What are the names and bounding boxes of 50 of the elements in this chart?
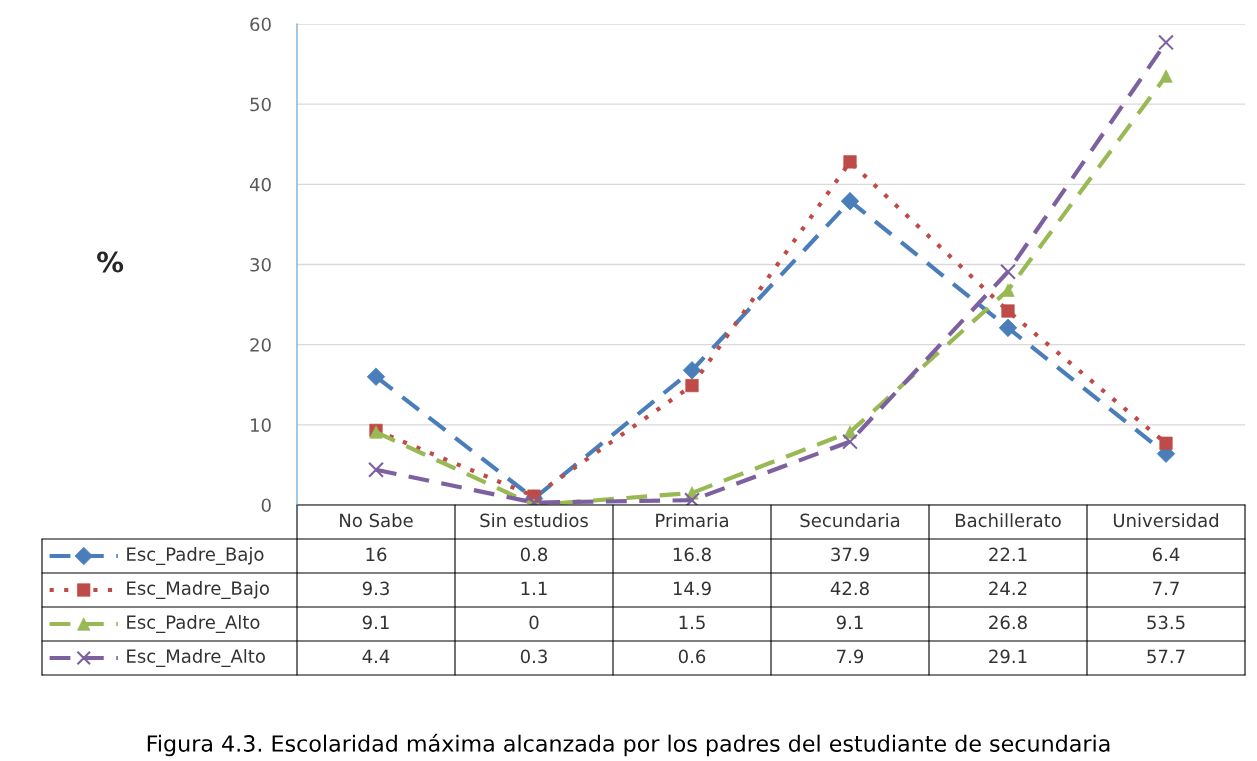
data-label: 0.6 [678, 649, 706, 664]
y-tick-label: 60 [250, 17, 271, 32]
y-tick-label: 50 [250, 97, 271, 112]
data-label: 9.1 [362, 615, 389, 630]
data-label: 57.7 [1147, 649, 1185, 664]
data-label: 0.8 [520, 547, 548, 562]
data-label: 4.4 [362, 649, 390, 663]
y-tick-label: 40 [249, 177, 271, 192]
y-tick-label: 0 [261, 498, 271, 513]
data-label: 26.8 [989, 615, 1027, 630]
point [1158, 34, 1174, 51]
data-label: 7.9 [837, 649, 864, 664]
text: Figura 4.3. Escolaridad máxima alcanzada por los padres del estudiante de secundaria [147, 733, 1110, 757]
data-label: 37.9 [831, 547, 869, 562]
point [368, 461, 384, 478]
x-tick-label: No Sabe [340, 513, 413, 528]
point [685, 378, 699, 393]
data-label: 1.1 [521, 581, 547, 595]
x-tick-label: Universidad [1113, 513, 1219, 528]
data-label: 24.2 [989, 581, 1027, 595]
data-label: 7.7 [1153, 581, 1179, 595]
data-label: 29.1 [989, 649, 1027, 664]
legend-label: Esc_Madre_Alto [127, 649, 265, 667]
point [842, 433, 858, 450]
x-tick-label: Primaria [656, 513, 728, 528]
point [1000, 263, 1016, 280]
y-tick-label: 20 [250, 338, 271, 352]
data-label: 42.8 [830, 581, 869, 596]
legend-label: Esc_Padre_Bajo [127, 547, 264, 565]
data-label: 14.9 [673, 581, 711, 596]
y-tick-label: 30 [250, 257, 271, 272]
y-tick-label: 10 [251, 418, 271, 432]
data-label: 9.3 [362, 581, 389, 596]
data-label: 16 [366, 547, 387, 562]
data-label: 53.5 [1147, 615, 1185, 630]
data-label: 1.5 [679, 615, 705, 630]
x-tick-label: Secundaria [800, 513, 900, 528]
data-label: 0 [529, 615, 539, 630]
data-label: 22.1 [989, 547, 1027, 561]
x-tick-label: Bachillerato [955, 513, 1061, 528]
data-label: 0.3 [520, 649, 547, 664]
data-label: 9.1 [836, 615, 863, 630]
data-label: 6.4 [1152, 547, 1180, 562]
point [684, 492, 700, 505]
x-tick-label: Sin estudios [480, 513, 588, 528]
legend-label: Esc_Padre_Alto [127, 615, 260, 633]
point [682, 361, 702, 380]
data-label: 16.8 [673, 547, 711, 562]
legend-label: Esc_Madre_Bajo [127, 581, 269, 599]
y-axis-title: % [97, 251, 124, 273]
